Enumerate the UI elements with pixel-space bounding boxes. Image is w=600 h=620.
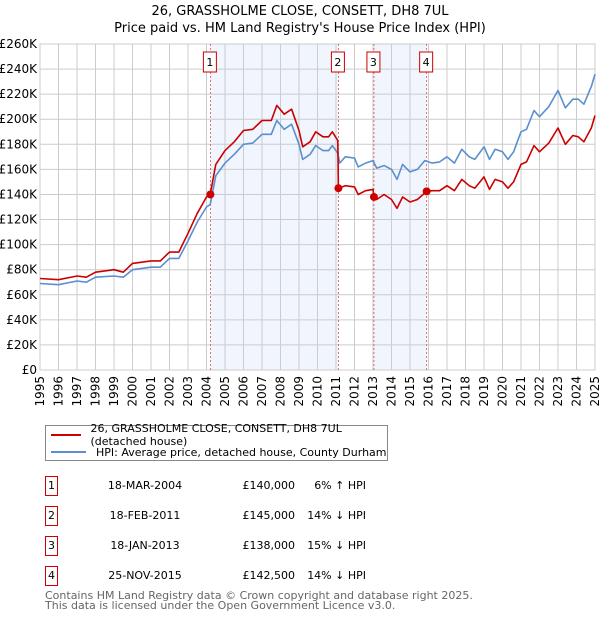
legend-item-property: 26, GRASSHOLME CLOSE, CONSETT, DH8 7UL (… — [46, 422, 387, 448]
x-tick-label: 2003 — [181, 376, 195, 407]
y-tick-label: £200K — [0, 112, 38, 126]
x-tick-label: 2019 — [477, 376, 491, 407]
x-tick-label: 2010 — [311, 376, 325, 407]
y-tick-label: £180K — [0, 137, 38, 151]
x-tick-label: 2025 — [588, 376, 600, 407]
y-tick-label: £60K — [6, 288, 38, 302]
sale-row: 1 18-MAR-2004 £140,000 6% ↑ HPI — [45, 476, 445, 496]
legend-label: 26, GRASSHOLME CLOSE, CONSETT, DH8 7UL (… — [90, 422, 342, 448]
sale-marker-number: 4 — [45, 566, 58, 586]
shaded-period — [373, 44, 427, 370]
sale-hpi-diff: 14% ↓ HPI — [307, 509, 366, 522]
y-tick-label: £20K — [6, 338, 38, 352]
sale-point — [369, 192, 378, 201]
sale-hpi-diff: 15% ↓ HPI — [307, 539, 366, 552]
sale-date: 25-NOV-2015 — [108, 569, 182, 582]
sale-date: 18-MAR-2004 — [107, 479, 183, 492]
sale-price: £138,000 — [242, 539, 296, 552]
y-tick-label: £240K — [0, 62, 38, 76]
sale-price: £140,000 — [242, 479, 296, 492]
x-tick-label: 2014 — [385, 376, 399, 407]
x-tick-label: 2020 — [496, 376, 510, 407]
x-tick-label: 2008 — [274, 376, 288, 407]
legend: 26, GRASSHOLME CLOSE, CONSETT, DH8 7UL (… — [45, 422, 388, 461]
y-tick-label: £40K — [6, 313, 38, 327]
sale-point — [334, 184, 343, 193]
y-tick-label: £140K — [0, 187, 38, 201]
y-tick-label: £220K — [0, 87, 38, 101]
legend-label: HPI: Average price, detached house, Coun… — [96, 445, 387, 459]
sale-row: 4 25-NOV-2015 £142,500 14% ↓ HPI — [45, 566, 445, 586]
x-tick-label: 2023 — [551, 376, 565, 407]
x-tick-label: 2001 — [144, 376, 158, 407]
sale-point — [206, 190, 215, 199]
sale-marker-number: 1 — [45, 476, 58, 496]
sale-label-box — [366, 51, 381, 73]
sale-price: £145,000 — [242, 509, 296, 522]
sale-date: 18-FEB-2011 — [109, 509, 181, 522]
sale-marker-number: 3 — [45, 536, 58, 556]
x-tick-label: 1997 — [70, 376, 84, 407]
sale-marker-number: 2 — [45, 506, 58, 526]
sale-label: 2 — [334, 56, 341, 69]
chart-subtitle: Price paid vs. HM Land Registry's House … — [114, 21, 486, 36]
x-tick-label: 2018 — [459, 376, 473, 407]
x-tick-label: 2015 — [403, 376, 417, 407]
sale-price: £142,500 — [242, 569, 296, 582]
x-tick-label: 2011 — [329, 376, 343, 407]
hpi-line — [39, 73, 596, 286]
x-tick-label: 1998 — [89, 376, 103, 407]
y-tick-label: £0 — [22, 363, 37, 377]
x-tick-label: 2006 — [237, 376, 251, 407]
footer: Contains HM Land Registry data © Crown c… — [45, 589, 473, 612]
x-tick-label: 2007 — [255, 376, 269, 407]
plot-area: £0 £20K £40K £60K £80K £100K £120K £140K £160K £1… — [0, 37, 600, 407]
x-tick-label: 2017 — [440, 376, 454, 407]
y-tick-label: £100K — [0, 238, 38, 252]
legend-item-hpi: HPI: Average price, detached house, Coun… — [46, 444, 387, 460]
y-tick-label: £260K — [0, 37, 38, 51]
sale-label: 1 — [206, 56, 213, 69]
chart-title: 26, GRASSHOLME CLOSE, CONSETT, DH8 7UL — [151, 4, 449, 19]
sale-label-box — [202, 51, 217, 73]
footer-line: Contains HM Land Registry data © Crown c… — [45, 589, 473, 602]
x-tick-label: 2021 — [514, 376, 528, 407]
sale-point — [422, 187, 431, 196]
sale-row: 3 18-JAN-2013 £138,000 15% ↓ HPI — [45, 536, 445, 556]
sale-date: 18-JAN-2013 — [110, 539, 180, 552]
x-tick-label: 2002 — [163, 376, 177, 407]
legend-swatch-blue — [51, 451, 86, 453]
x-tick-label: 1999 — [107, 376, 121, 407]
sale-label: 4 — [423, 56, 430, 69]
y-tick-label: £120K — [0, 213, 38, 227]
x-tick-label: 2004 — [200, 376, 214, 407]
x-tick-label: 2022 — [533, 376, 547, 407]
shaded-period — [210, 44, 339, 370]
x-tick-label: 1996 — [52, 376, 66, 407]
x-tick-label: 1995 — [33, 376, 47, 407]
legend-swatch-red — [51, 434, 81, 436]
x-tick-label: 2005 — [218, 376, 232, 407]
property-price-line — [39, 104, 596, 281]
x-tick-label: 2016 — [422, 376, 436, 407]
sale-hpi-diff: 6% ↑ HPI — [314, 479, 366, 492]
sale-label-box — [330, 51, 345, 73]
x-tick-label: 2012 — [348, 376, 362, 407]
sale-row: 2 18-FEB-2011 £145,000 14% ↓ HPI — [45, 506, 445, 526]
y-tick-label: £80K — [6, 263, 38, 277]
x-tick-label: 2009 — [292, 376, 306, 407]
x-tick-label: 2024 — [570, 376, 584, 407]
sale-label: 3 — [370, 56, 377, 69]
y-tick-label: £160K — [0, 162, 38, 176]
sale-hpi-diff: 14% ↓ HPI — [307, 569, 366, 582]
x-tick-label: 2000 — [126, 376, 140, 407]
footer-line: This data is licensed under the Open Gov… — [45, 599, 396, 612]
x-tick-label: 2013 — [366, 376, 380, 407]
sale-label-box — [419, 51, 434, 73]
